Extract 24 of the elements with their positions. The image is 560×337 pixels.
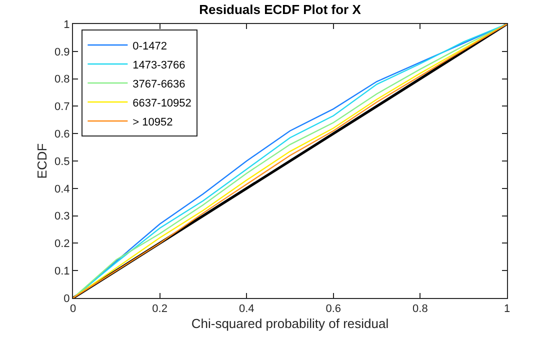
y-tick-label: 0.2 bbox=[54, 238, 70, 250]
legend-label: 0-1472 bbox=[132, 40, 167, 52]
y-tick-label: 0.3 bbox=[54, 210, 70, 223]
y-tick-label: 0 bbox=[64, 292, 70, 305]
y-tick-label: 0.6 bbox=[54, 128, 70, 140]
x-tick-label: 0.2 bbox=[152, 303, 168, 316]
x-axis-title: Chi-squared probability of residual bbox=[191, 316, 389, 331]
chart-title: Residuals ECDF Plot for X bbox=[199, 2, 362, 18]
x-tick-label: 0.6 bbox=[326, 303, 342, 316]
y-tick-label: 0.5 bbox=[54, 156, 70, 168]
y-tick-label: 1 bbox=[64, 18, 70, 31]
y-axis-title: ECDF bbox=[34, 143, 50, 179]
y-tick-label: 0.8 bbox=[54, 74, 70, 86]
legend-label: > 10952 bbox=[132, 116, 173, 128]
legend-label: 3767-6636 bbox=[132, 78, 186, 90]
legend-label: 1473-3766 bbox=[132, 59, 186, 72]
legend-label: 6637-10952 bbox=[132, 97, 192, 110]
x-tick-label: 0.4 bbox=[238, 303, 254, 316]
y-tick-label: 0.7 bbox=[54, 101, 70, 114]
y-tick-label: 0.4 bbox=[54, 183, 70, 196]
y-tick-label: 0.1 bbox=[54, 265, 70, 278]
x-tick-label: 0.8 bbox=[412, 303, 428, 316]
y-tick-label: 0.9 bbox=[54, 46, 70, 58]
x-tick-label: 1 bbox=[504, 303, 510, 316]
